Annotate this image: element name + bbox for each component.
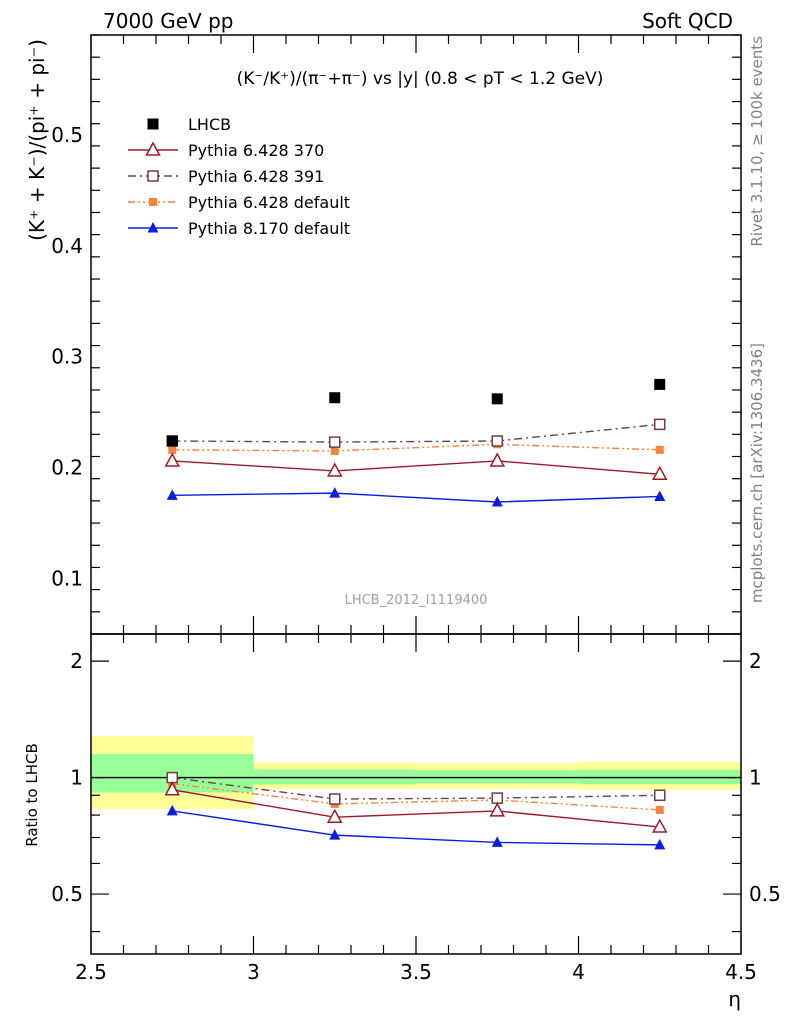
x-tick-label: 3 <box>247 960 260 984</box>
main-point-p391 <box>491 435 503 447</box>
main-series-p8def <box>166 487 666 507</box>
legend-label-p6def: Pythia 6.428 default <box>188 193 350 212</box>
ratio-point-p391 <box>491 792 503 804</box>
main-point-p370 <box>164 452 181 467</box>
main-point-p370 <box>326 462 343 477</box>
main-point-lhcb <box>166 435 178 447</box>
ratio-point-p391 <box>654 789 666 802</box>
ratio-point-p6def <box>655 805 664 814</box>
ratio-series-p8def <box>166 804 666 850</box>
x-tick-label: 2.5 <box>75 960 107 984</box>
legend-marker-p6def <box>149 198 157 206</box>
ratio-band-inner <box>416 770 579 784</box>
legend-label-p391: Pythia 6.428 391 <box>188 167 324 186</box>
rivet-version-label: Rivet 3.1.10, ≥ 100k events <box>748 36 766 247</box>
ratio-y-tick-label: 2 <box>70 649 83 673</box>
ratio-line-p370 <box>172 789 660 828</box>
main-point-p8def <box>654 490 666 501</box>
main-point-p8def <box>166 489 178 500</box>
ratio-y-axis-label: Ratio to LHCB <box>23 743 41 847</box>
ratio-point-p370 <box>326 808 343 823</box>
legend-label-p370: Pythia 6.428 370 <box>188 141 324 160</box>
main-y-tick-label: 0.1 <box>51 567 83 591</box>
ratio-point-p370 <box>164 781 181 796</box>
ratio-y-tick-label-right: 2 <box>749 649 762 673</box>
legend-marker-p391 <box>147 170 159 182</box>
main-point-p391 <box>654 418 666 431</box>
main-point-p370 <box>489 452 506 467</box>
ratio-panel: 0.5 0.5 1 1 2 2 2.5 3 3.5 4 4.5 Ratio to LHCB η <box>23 633 781 1011</box>
x-tick-label: 4 <box>572 960 585 984</box>
main-series-p370 <box>164 452 668 481</box>
legend-marker-lhcb <box>147 118 159 130</box>
main-point-p8def <box>329 487 341 498</box>
ratio-point-p370 <box>489 802 506 817</box>
ratio-band-inner <box>253 769 416 785</box>
ratio-y-tick-label: 0.5 <box>51 882 83 906</box>
main-point-p8def <box>491 495 503 507</box>
ratio-series-p370 <box>164 781 668 833</box>
main-panel: 0.1 0.2 0.3 0.4 0.5 (K⁻/K⁺)/(π⁻+π⁻) vs |y| (… <box>25 34 742 635</box>
ratio-point-p391 <box>329 793 341 805</box>
ratio-point-p8def <box>166 804 178 816</box>
main-line-p8def <box>172 492 660 503</box>
ratio-point-p391 <box>166 771 178 784</box>
main-point-p6def <box>330 446 339 455</box>
analysis-id-label: LHCB_2012_I1119400 <box>345 593 488 608</box>
ratio-series-layer <box>164 771 668 850</box>
ratio-error-band-layer <box>91 736 741 809</box>
legend-label-lhcb: LHCB <box>188 115 231 134</box>
ratio-point-p8def <box>654 838 666 850</box>
legend-marker-p370 <box>145 141 161 156</box>
main-point-p391 <box>329 436 341 448</box>
main-point-p6def <box>168 445 177 454</box>
legend: LHCB Pythia 6.428 370 Pythia 6.428 391 Pyth… <box>128 115 350 238</box>
main-y-tick-label: 0.2 <box>51 456 83 480</box>
ratio-plot-frame <box>90 633 742 955</box>
main-point-lhcb <box>491 393 503 405</box>
ratio-y-tick-label: 1 <box>70 766 83 790</box>
main-line-p391 <box>172 423 660 443</box>
main-y-tick-label: 0.4 <box>51 234 83 258</box>
main-y-axis-label: (K⁺ + K⁻)/(pi⁺ + pi⁻) <box>25 39 49 241</box>
main-series-lhcb <box>166 378 666 447</box>
main-series-p6def <box>168 440 664 455</box>
main-point-lhcb <box>329 392 341 404</box>
main-series-p391 <box>166 418 666 448</box>
ratio-y-tick-label-right: 0.5 <box>749 882 781 906</box>
x-axis-label: η <box>728 987 741 1011</box>
main-point-p6def <box>655 445 664 454</box>
main-y-tick-label: 0.5 <box>51 123 83 147</box>
main-point-p370 <box>651 465 668 481</box>
main-y-tick-label: 0.3 <box>51 345 83 369</box>
x-tick-label: 4.5 <box>725 960 757 984</box>
ratio-point-p370 <box>651 818 668 833</box>
x-tick-label: 3.5 <box>400 960 432 984</box>
legend-label-p8def: Pythia 8.170 default <box>188 219 350 238</box>
main-point-lhcb <box>654 378 666 390</box>
legend-marker-p8def <box>147 222 159 233</box>
ratio-tick-layer: 0.5 0.5 1 1 2 2 2.5 3 3.5 4 4.5 <box>51 634 781 984</box>
ratio-line-p8def <box>172 810 660 846</box>
ratio-point-p8def <box>329 829 341 840</box>
header-energy-label: 7000 GeV pp <box>103 9 234 33</box>
main-line-p370 <box>172 460 660 475</box>
ratio-line-p6def <box>172 782 660 811</box>
ratio-band-inner <box>578 769 741 785</box>
ratio-point-p8def <box>491 836 503 847</box>
chart-title: (K⁻/K⁺)/(π⁻+π⁻) vs |y| (0.8 < pT < 1.2 G… <box>237 69 604 89</box>
main-line-p6def <box>172 443 660 452</box>
header-category-label: Soft QCD <box>642 9 733 33</box>
main-series-layer <box>164 378 668 507</box>
mcplots-source-label: mcplots.cern.ch [arXiv:1306.3436] <box>748 343 766 603</box>
ratio-y-tick-label-right: 1 <box>749 766 762 790</box>
